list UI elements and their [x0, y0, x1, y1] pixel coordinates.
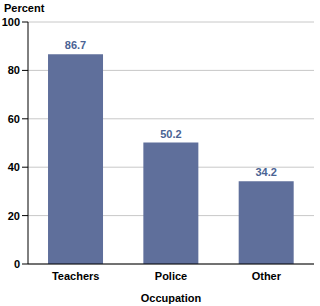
svg-text:Occupation: Occupation	[141, 292, 202, 304]
svg-text:0: 0	[14, 258, 20, 270]
svg-text:50.2: 50.2	[160, 128, 181, 140]
svg-text:60: 60	[8, 113, 20, 125]
svg-text:Other: Other	[252, 270, 282, 282]
svg-text:Police: Police	[155, 270, 187, 282]
svg-text:20: 20	[8, 210, 20, 222]
svg-text:34.2: 34.2	[255, 166, 276, 178]
svg-text:Teachers: Teachers	[52, 270, 100, 282]
svg-text:40: 40	[8, 161, 20, 173]
html-text:Percent: Percent	[4, 2, 45, 14]
svg-text:100: 100	[8, 16, 20, 28]
svg-text:80: 80	[8, 64, 20, 76]
svg-text:86.7: 86.7	[65, 39, 86, 51]
